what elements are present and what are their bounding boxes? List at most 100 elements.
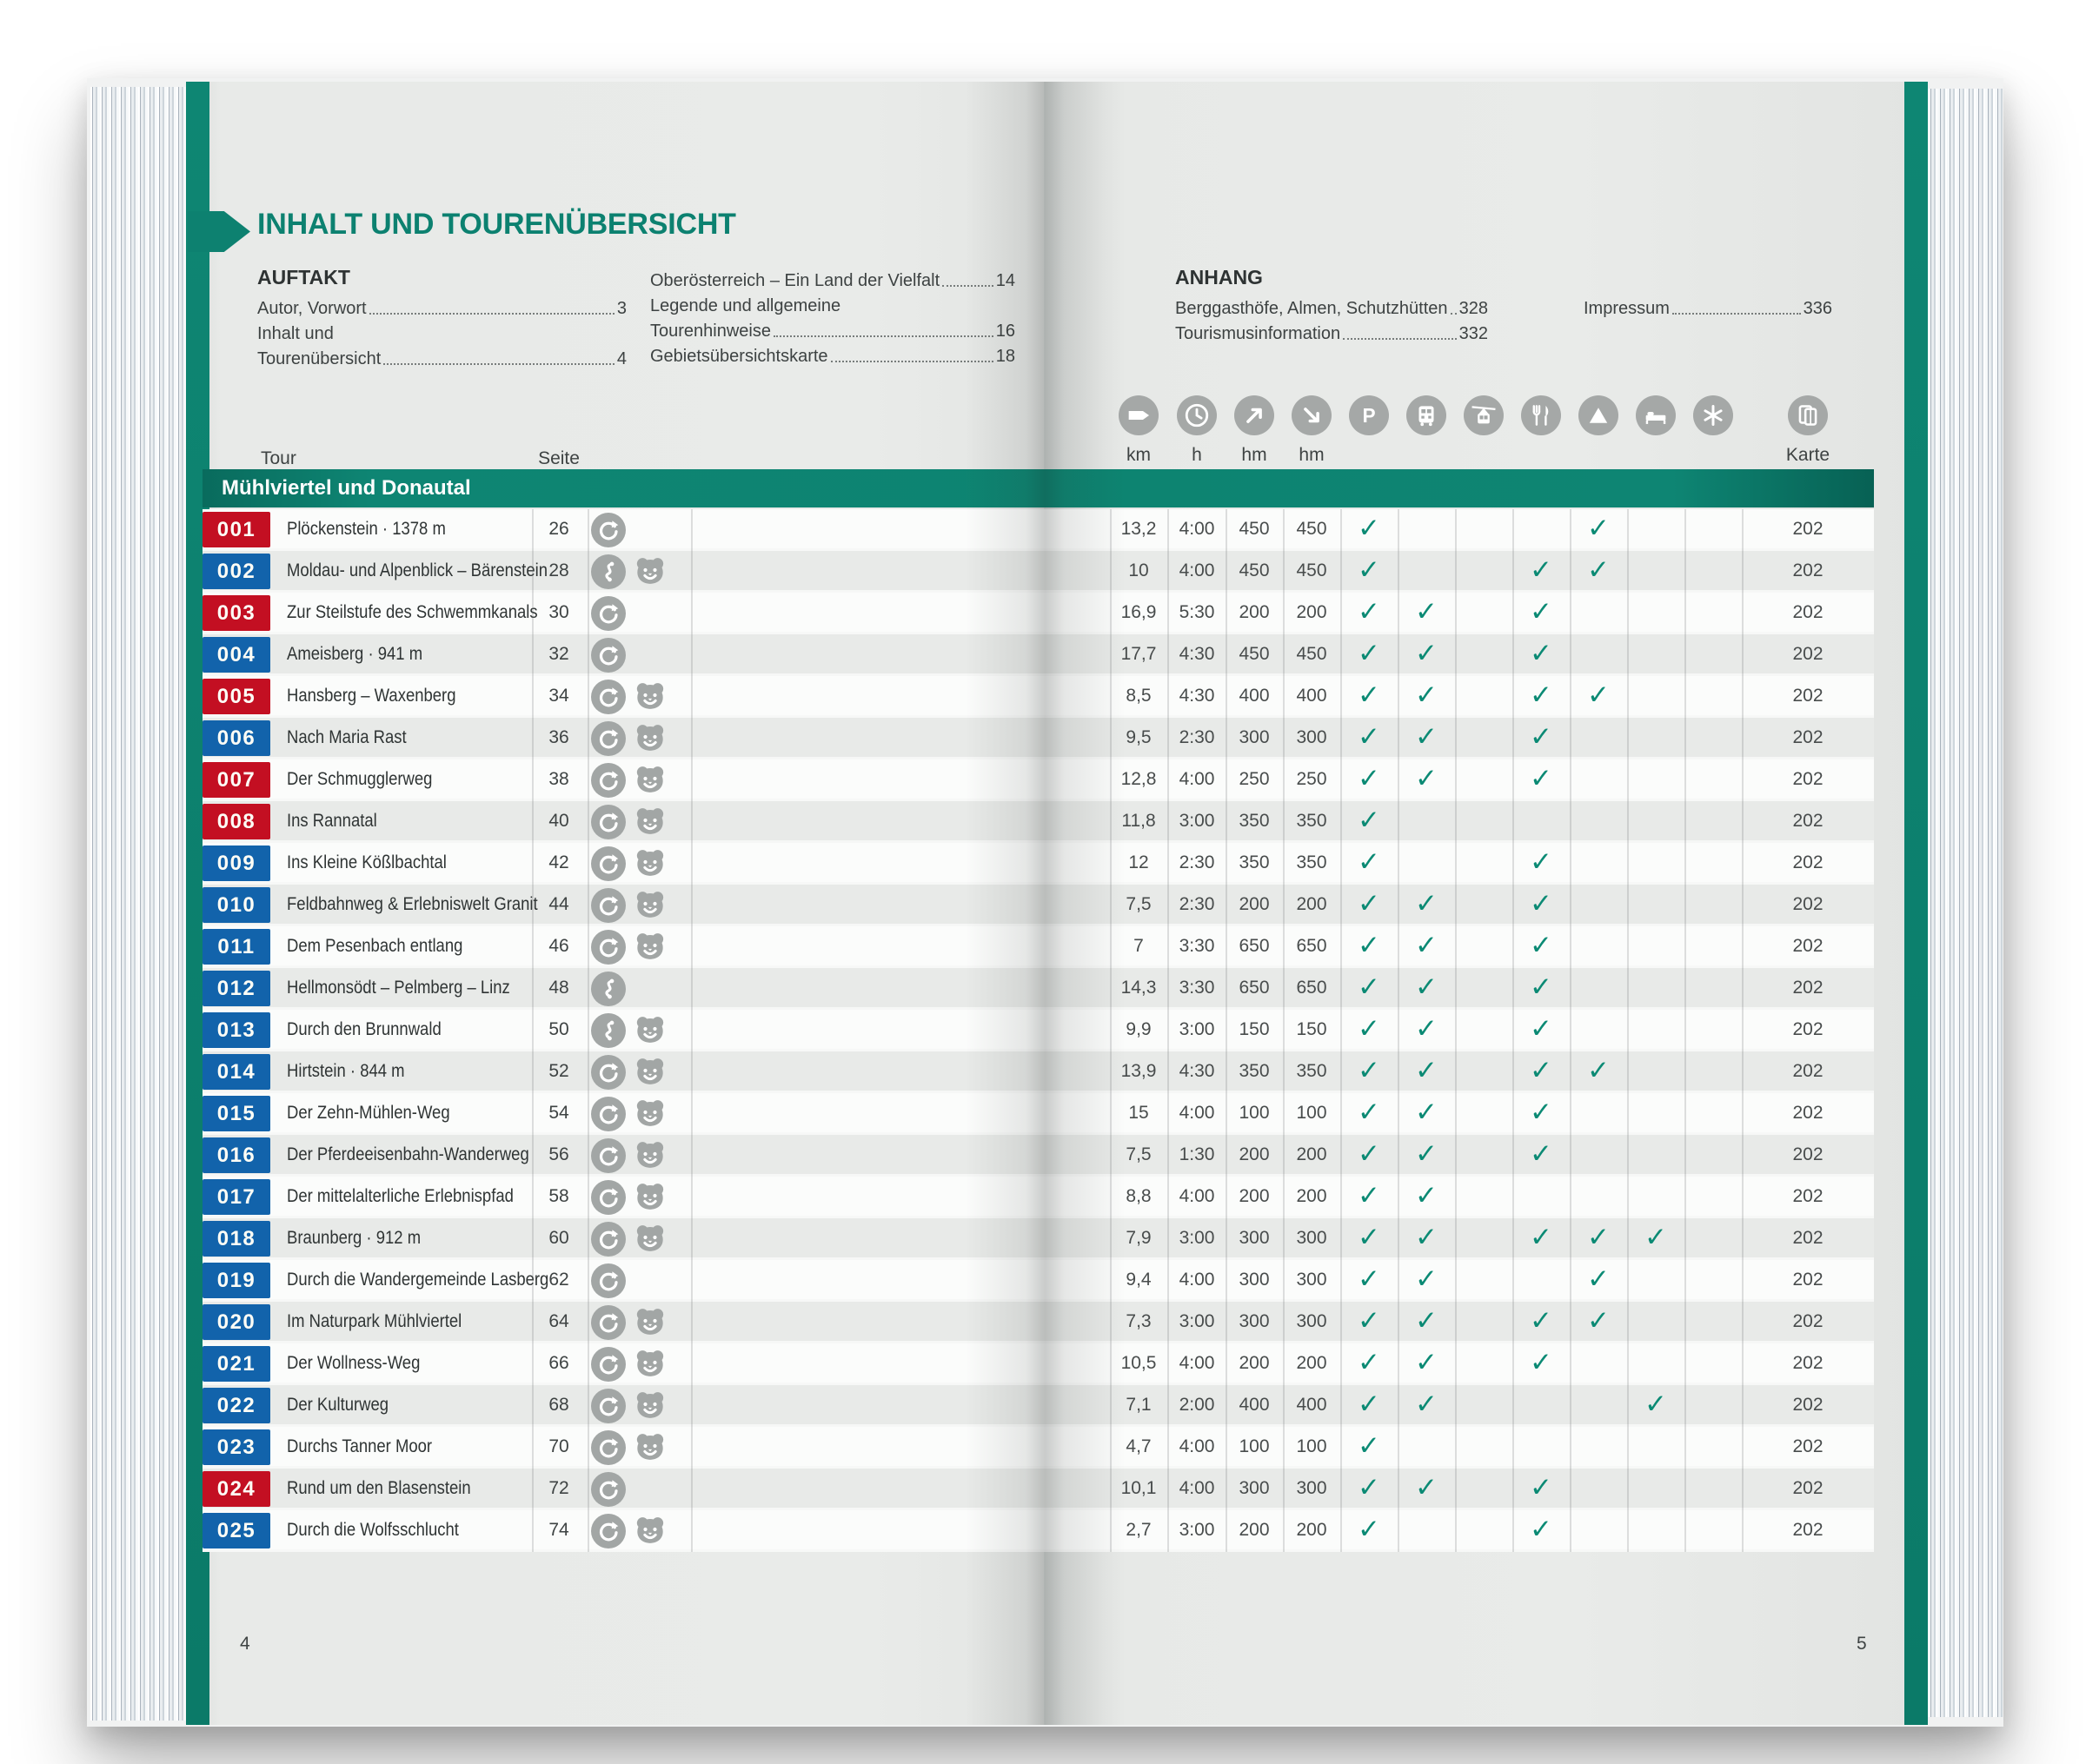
- descent-value: 350: [1296, 1061, 1327, 1081]
- tour-name: Zur Steilstufe des Schwemmkanals: [287, 602, 538, 622]
- cablecar-icon: [1471, 406, 1496, 424]
- descent-value: 300: [1296, 1270, 1327, 1290]
- auftakt-entry: Gebietsübersichtskarte 18: [650, 342, 1015, 367]
- checkmark-parking: ✓: [1358, 638, 1380, 669]
- table-row: 021 Der Wollness-Weg 66 10,5 4:00 200 200 ✓ ✓…: [203, 1343, 1874, 1385]
- loop-icon: [599, 521, 619, 540]
- anhang-column-2: Impressum 336: [1584, 294, 1832, 319]
- checkmark-parking: ✓: [1358, 680, 1380, 711]
- tour-number-badge: 008: [203, 804, 270, 839]
- checkmark-peak: ✓: [1587, 1055, 1610, 1086]
- descent-value: 650: [1296, 936, 1327, 956]
- loop-tour-icon: [591, 638, 626, 673]
- dotted-leader: [1671, 313, 1801, 315]
- loop-icon: [599, 1146, 619, 1166]
- parking-icon: P: [1362, 404, 1375, 427]
- checkmark-parking: ✓: [1358, 513, 1380, 544]
- table-row: 007 Der Schmugglerweg 38 12,8 4:00 250 250 ✓…: [203, 759, 1874, 801]
- anhang-entry: Tourismusinformation 332: [1175, 319, 1488, 344]
- tour-name: Der Schmugglerweg: [287, 769, 433, 789]
- loop-tour-icon: [591, 1514, 626, 1548]
- family-bear-icon: [633, 680, 668, 714]
- duration-value: 2:30: [1179, 852, 1215, 872]
- tour-number-badge: 022: [203, 1388, 270, 1423]
- tour-name: Der Kulturweg: [287, 1395, 389, 1415]
- tour-number-badge: 018: [203, 1221, 270, 1257]
- checkmark-parking: ✓: [1358, 1222, 1380, 1253]
- checkmark-restaurant: ✓: [1530, 596, 1552, 627]
- ascent-value: 200: [1239, 602, 1270, 622]
- km-value: 7,5: [1126, 1144, 1152, 1164]
- checkmark-bus: ✓: [1415, 680, 1438, 711]
- duration-value: 2:30: [1179, 894, 1215, 914]
- checkmark-parking: ✓: [1358, 1138, 1380, 1170]
- checkmark-parking: ✓: [1358, 1389, 1380, 1420]
- loop-icon: [599, 1438, 619, 1458]
- tour-page: 72: [548, 1478, 569, 1498]
- tour-page: 28: [548, 560, 569, 580]
- checkmark-restaurant: ✓: [1530, 1472, 1552, 1503]
- family-bear-icon: [633, 1305, 668, 1340]
- tour-name: Hellmonsödt – Pelmberg – Linz: [287, 978, 510, 998]
- km-value: 7,3: [1126, 1311, 1152, 1331]
- checkmark-restaurant: ✓: [1530, 763, 1552, 794]
- tour-number-badge: 023: [203, 1429, 270, 1465]
- bear-icon: [636, 1184, 664, 1210]
- duration-value: 4:00: [1179, 1353, 1215, 1373]
- tour-page: 46: [548, 936, 569, 956]
- checkmark-bus: ✓: [1415, 930, 1438, 961]
- loop-tour-icon: [591, 1055, 626, 1090]
- checkmark-peak: ✓: [1587, 680, 1610, 711]
- tour-name: Braunberg · 912 m: [287, 1228, 422, 1248]
- duration-value: 4:00: [1179, 769, 1215, 789]
- ascent-value: 350: [1239, 1061, 1270, 1081]
- toc-entry-page: 14: [995, 271, 1015, 290]
- loop-icon: [599, 1271, 619, 1291]
- km-value: 9,4: [1126, 1270, 1152, 1290]
- ascent-value: 150: [1239, 1019, 1270, 1039]
- checkmark-parking: ✓: [1358, 1013, 1380, 1044]
- duration-value: 4:30: [1179, 644, 1215, 664]
- karte-value: 202: [1792, 560, 1824, 580]
- km-value: 13,9: [1120, 1061, 1157, 1081]
- km-value: 10,5: [1120, 1353, 1157, 1373]
- tour-page: 36: [548, 727, 569, 747]
- ascent-value: 450: [1239, 560, 1270, 580]
- descent-value: 650: [1296, 978, 1327, 998]
- table-row: 004 Ameisberg · 941 m 32 17,7 4:30 450 450 ✓…: [203, 634, 1874, 676]
- tour-name: Durchs Tanner Moor: [287, 1436, 433, 1456]
- tour-number-badge: 025: [203, 1513, 270, 1548]
- tour-number-badge: 010: [203, 887, 270, 923]
- loop-icon: [599, 938, 619, 958]
- toc-entry-page: 332: [1458, 324, 1488, 343]
- toc-entry-page: 328: [1458, 299, 1488, 318]
- checkmark-bus: ✓: [1415, 596, 1438, 627]
- auftakt-entry: Legende und allgemeine: [650, 291, 1015, 316]
- descent-value: 400: [1296, 1395, 1327, 1415]
- tour-name: Durch die Wolfsschlucht: [287, 1520, 459, 1540]
- auftakt-entry: Tourenhinweise 16: [650, 316, 1015, 342]
- checkmark-restaurant: ✓: [1530, 1305, 1552, 1336]
- family-bear-icon: [633, 1138, 668, 1173]
- descent-value: 300: [1296, 1228, 1327, 1248]
- tour-number-badge: 017: [203, 1179, 270, 1215]
- loop-tour-icon: [591, 1180, 626, 1215]
- tour-name: Moldau- und Alpenblick – Bärenstein: [287, 560, 548, 580]
- arrow-up-icon: [1246, 408, 1262, 423]
- family-bear-icon: [633, 763, 668, 798]
- anhang-heading: ANHANG: [1175, 266, 1263, 288]
- karte-value: 202: [1792, 1311, 1824, 1331]
- table-row: 023 Durchs Tanner Moor 70 4,7 4:00 100 100 ✓…: [203, 1427, 1874, 1469]
- loop-icon: [599, 1313, 619, 1333]
- seite-column-label: Seite: [538, 448, 580, 468]
- tour-name: Ins Rannatal: [287, 811, 377, 831]
- duration-value: 3:30: [1179, 978, 1215, 998]
- checkmark-peak: ✓: [1587, 1222, 1610, 1253]
- bear-icon: [636, 1100, 664, 1126]
- arrow-up-header-icon: [1234, 395, 1274, 435]
- descent-value: 200: [1296, 894, 1327, 914]
- auftakt-entry: Autor, Vorwort 3: [257, 294, 627, 319]
- restaurant-icon: [1532, 405, 1549, 426]
- tour-name: Der Wollness-Weg: [287, 1353, 421, 1373]
- descent-value: 450: [1296, 560, 1327, 580]
